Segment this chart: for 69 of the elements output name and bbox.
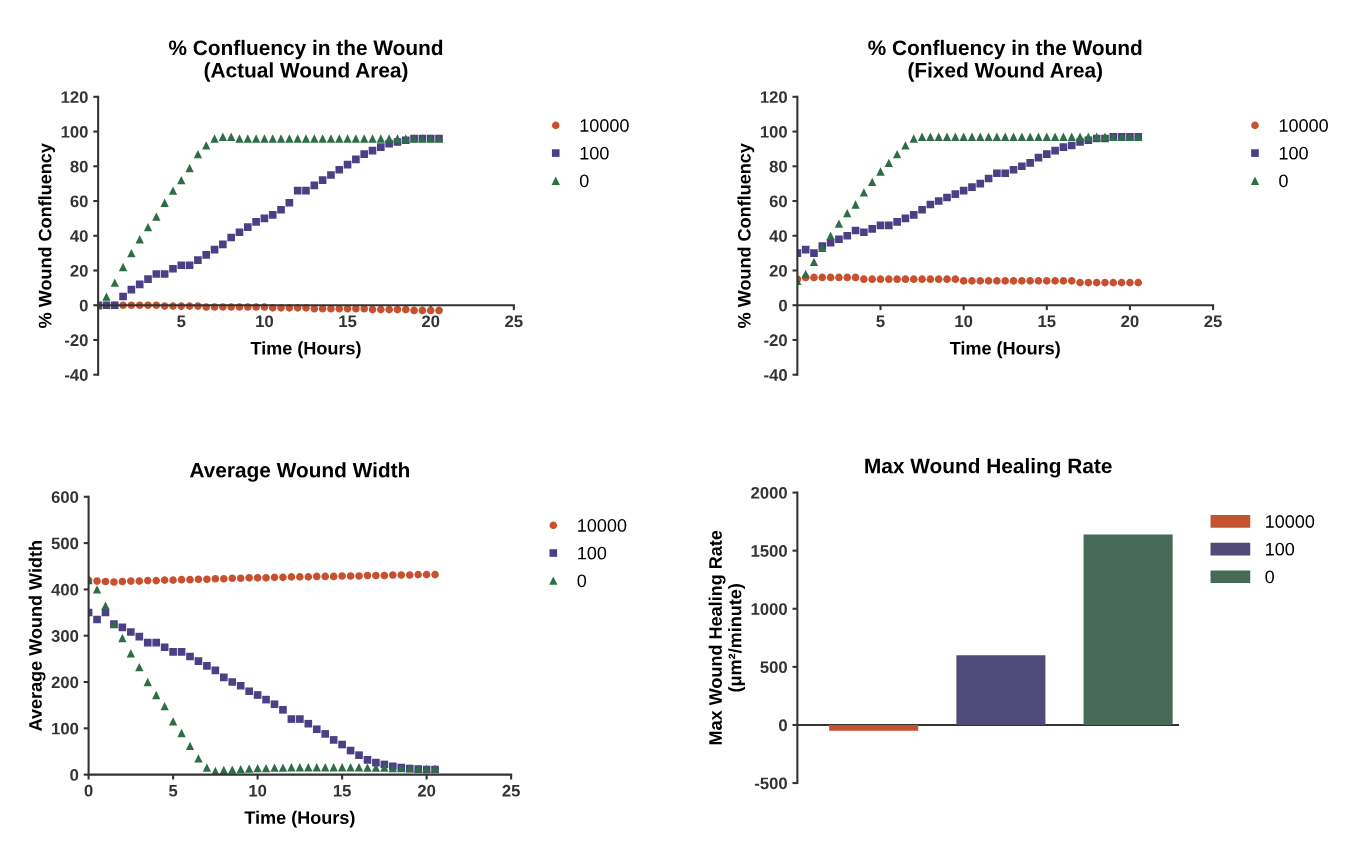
legend-label: 100: [578, 546, 607, 560]
legend-label: 0: [579, 174, 589, 188]
y-tick-label: 0: [70, 769, 79, 781]
y-axis-title: Average Wound Width: [28, 541, 46, 731]
x-tick-label: 5: [177, 315, 186, 328]
y-tick-label: 0: [779, 719, 787, 732]
y-tick-label: -40: [764, 369, 787, 381]
y-tick-label: 40: [70, 230, 88, 242]
y-tick-label: 100: [61, 125, 88, 138]
y-tick-label: 120: [61, 91, 88, 104]
x-tick-label: 5: [168, 784, 178, 797]
y-tick-label: -40: [64, 369, 88, 381]
y-tick-label: 60: [769, 195, 787, 208]
y-tick-label: 0: [779, 299, 787, 312]
legend-label: 100: [1279, 146, 1308, 160]
y-tick-label: 2000: [751, 486, 787, 499]
y-tick-label: 60: [70, 195, 88, 208]
legend-label: 0: [1279, 174, 1288, 188]
y-tick-label: 300: [51, 630, 79, 642]
y-tick-label: 200: [51, 676, 79, 689]
x-axis-title: Time (Hours): [949, 341, 1060, 359]
x-tick-label: 15: [339, 315, 357, 328]
chart-title: Average Wound Width: [189, 462, 410, 482]
x-tick-label: 25: [502, 784, 520, 797]
y-tick-label: 80: [769, 160, 787, 173]
y-tick-label: 100: [760, 125, 787, 138]
y-tick-label: 100: [52, 722, 79, 735]
x-tick-label: 5: [876, 315, 885, 328]
y-axis-title: % Wound Confluency: [737, 143, 755, 328]
y-axis-title: % Wound Confluency: [38, 143, 56, 328]
y-tick-label: 1000: [751, 603, 787, 615]
x-tick-label: 20: [422, 315, 440, 328]
x-tick-label: 10: [249, 784, 267, 797]
x-tick-label: 25: [505, 315, 523, 328]
x-axis-title: Time (Hours): [244, 810, 355, 828]
x-tick-label: 20: [417, 784, 436, 797]
y-tick-label: 80: [70, 160, 88, 173]
legend-label: 10000: [1266, 515, 1315, 528]
legend-label: 0: [577, 574, 587, 588]
y-tick-label: -20: [64, 334, 88, 347]
y-tick-label: 600: [51, 491, 79, 503]
legend-label: 10000: [1279, 119, 1328, 132]
chart-title: % Confluency in the Wound (Actual Wound Area): [168, 39, 443, 82]
y-tick-label: -20: [764, 334, 787, 347]
x-tick-label: 25: [1204, 315, 1222, 328]
y-tick-label: 40: [769, 230, 787, 242]
y-tick-label: 120: [760, 91, 787, 104]
y-tick-label: 1500: [751, 545, 787, 557]
legend-label: 10000: [580, 119, 629, 132]
y-tick-label: 500: [760, 661, 787, 674]
x-tick-label: 20: [1121, 315, 1139, 328]
chart-title: Max Wound Healing Rate: [865, 458, 1112, 478]
x-tick-label: 15: [333, 784, 351, 797]
legend-label: 100: [580, 146, 609, 160]
chart-title: % Confluency in the Wound (Fixed Wound Area): [868, 39, 1142, 82]
y-axis-title: Max Wound Healing Rate (μm²/minute): [708, 530, 745, 745]
x-tick-label: 10: [256, 315, 274, 328]
y-tick-label: 20: [769, 264, 787, 277]
legend-label: 100: [1266, 542, 1295, 556]
x-axis-title: Time (Hours): [250, 341, 361, 359]
y-tick-label: -500: [754, 777, 787, 790]
x-tick-label: 10: [955, 315, 973, 328]
y-tick-label: 400: [51, 583, 79, 596]
y-tick-label: 500: [51, 537, 79, 550]
x-tick-label: 15: [1038, 315, 1056, 328]
y-tick-label: 20: [70, 264, 88, 277]
legend-label: 10000: [578, 519, 627, 532]
legend-label: 0: [1265, 570, 1275, 584]
y-tick-label: 0: [79, 299, 88, 312]
